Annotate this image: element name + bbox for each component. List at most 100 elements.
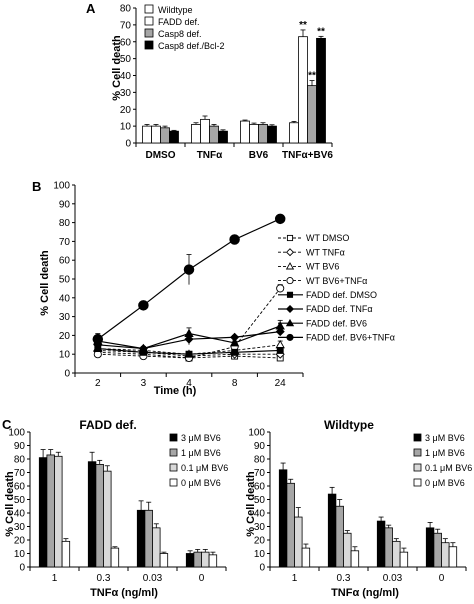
panel-c-left-y-tick-label: 20 (14, 536, 26, 547)
panel-letter-a: A (86, 1, 96, 16)
panel-a-y-tick-label: 40 (120, 71, 132, 82)
panel-c-right-y-tick-label: 0 (259, 563, 265, 574)
panel-c-left-bar (152, 527, 161, 568)
panel-b-legend-label: FADD def. BV6+TNFα (306, 333, 395, 343)
panel-c-right-y-tick-label: 90 (254, 441, 266, 452)
panel-c-left-legend-swatch (169, 463, 178, 472)
panel-c-left-y-tick-label: 80 (14, 455, 26, 466)
panel-c-left-y-tick-label: 0 (19, 563, 25, 574)
panel-a-y-tick-label: 10 (120, 122, 132, 133)
panel-b-legend-marker (286, 277, 294, 285)
panel-letter-c: C (2, 417, 12, 432)
panel-c-left-y-tick-label: 40 (14, 509, 26, 520)
panel-c-right-category-label: 1 (292, 573, 298, 584)
panel-c-left-legend-label: 0.1 μM BV6 (181, 463, 228, 473)
panel-c-right-bar (335, 505, 344, 568)
panel-b-legend-marker (286, 333, 294, 341)
panel-b-data-point (138, 343, 149, 353)
panel-c-right-bar (384, 527, 393, 568)
panel-b-data-point (231, 348, 239, 356)
panel-c-left-legend-label: 0 μM BV6 (181, 478, 221, 488)
panel-b-y-tick-label: 80 (59, 218, 71, 229)
panel-c-right-legend-label: 3 μM BV6 (425, 433, 465, 443)
panel-c-left-bar (193, 551, 202, 568)
panel-c-left-bar (87, 461, 97, 568)
panel-c-right-bar (343, 532, 352, 568)
panel-a-annotations: ** ** ** (299, 20, 325, 82)
panel-c-right-title: Wildtype (324, 418, 374, 432)
panel-a-y-tick-label: 0 (125, 139, 131, 150)
panel-c-right-legend-swatch (413, 478, 422, 487)
panel-b-y-tick-label: 100 (53, 181, 70, 192)
panel-c-right-bar (301, 547, 311, 568)
panel-a-legend-swatch (144, 40, 154, 50)
panel-b-data-point (92, 333, 104, 345)
panel-a-bar (289, 122, 299, 144)
panel-c-right-y-axis-title: % Cell death (245, 471, 257, 537)
panel-c-left-y-tick-label: 60 (14, 482, 26, 493)
panel-a-legend-label: Casp8 def./Bcl-2 (158, 41, 225, 51)
panel-b-x-tick-label: 8 (232, 378, 238, 389)
panel-c-left-bar (144, 509, 153, 568)
panel-b-x-tick-label: 3 (141, 378, 147, 389)
panel-c-left-y-tick-label: 100 (8, 428, 25, 439)
panel-b-data-point (184, 328, 194, 337)
panel-c-left-chart: 0 10 20 30 40 50 60 70 80 90 100 1 0.3 0.03 0 3 μM BV6 1… (8, 428, 228, 585)
panel-a-bar (151, 125, 161, 144)
panel-b-y-tick-label: 70 (59, 237, 71, 248)
panel-c-left-y-tick-label: 30 (14, 522, 26, 533)
panel-a-bar (169, 130, 179, 144)
panel-c-left-legend-label: 3 μM BV6 (181, 433, 221, 443)
panel-b-legend-label: FADD def. BV6 (306, 318, 367, 328)
panel-c-left-y-tick-label: 70 (14, 468, 26, 479)
panel-b-axes: 0 10 20 30 40 50 60 70 80 90 100 2 3 4 8 24 (53, 181, 304, 389)
panel-a-category-label: TNFα (197, 150, 223, 161)
panel-c-left-category-label: 1 (52, 573, 58, 584)
panel-c-right-category-label: 0.3 (337, 573, 351, 584)
panel-b-x-tick-label: 24 (275, 378, 287, 389)
panel-c-left-category-label: 0.03 (143, 573, 163, 584)
panel-b-legend-label: WT DMSO (306, 233, 349, 243)
panel-b-legend-marker (285, 262, 295, 270)
panel-b-legend-marker (285, 318, 295, 327)
panel-a-bar (316, 37, 326, 144)
panel-a-bar (240, 120, 250, 144)
panel-c-left-bar (136, 509, 146, 568)
panel-a-bar (298, 36, 308, 144)
panel-c-left-legend-label: 1 μM BV6 (181, 448, 221, 458)
panel-c: C FADD def. Wildtype % Cell death % Cell… (2, 417, 472, 599)
panel-c-left-legend-swatch (169, 433, 178, 442)
panel-b-legend-label: WT TNFα (306, 247, 345, 257)
panel-c-left-x-axis-title: TNFα (ng/ml) (90, 587, 158, 599)
panel-c-right-y-tick-label: 70 (254, 468, 266, 479)
panel-b-y-tick-label: 30 (59, 312, 71, 323)
panel-a-legend-label: FADD def. (158, 17, 200, 27)
panel-c-left-y-tick-label: 90 (14, 441, 26, 452)
panel-c-right-y-tick-label: 60 (254, 482, 266, 493)
panel-c-left-bar (95, 463, 104, 568)
panel-a-bar (267, 125, 277, 144)
panel-c-right-bar (392, 540, 401, 568)
panel-a-bar (200, 118, 210, 144)
panel-b-y-tick-label: 20 (59, 331, 71, 342)
panel-b-y-tick-label: 90 (59, 199, 71, 210)
panel-a-legend-swatch (144, 28, 154, 38)
panel-c-left-legend-swatch (169, 478, 178, 487)
panel-a-bar (249, 124, 259, 144)
panel-b-y-axis-title: % Cell death (39, 250, 51, 316)
panel-c-right-legend-swatch (413, 433, 422, 442)
panel-c-right-category-label: 0 (439, 573, 445, 584)
panel-a: A % Cell death 0 10 20 30 40 50 60 70 80 DMSO TNFα… (86, 1, 333, 161)
panel-b-legend-label: WT BV6+TNFα (306, 276, 367, 286)
panel-b-y-tick-label: 60 (59, 256, 71, 267)
panel-b-data-point (276, 346, 284, 354)
panel-c-left-legend-swatch (169, 448, 178, 457)
panel-a-y-tick-label: 20 (120, 105, 132, 116)
panel-b-data-point (229, 338, 240, 347)
panel-c-right-y-tick-label: 100 (248, 428, 265, 439)
panel-b-legend-marker (285, 248, 295, 257)
panel-c-right-y-tick-label: 50 (254, 495, 266, 506)
panel-b-x-tick-label: 4 (186, 378, 192, 389)
panel-b-data-point (229, 234, 240, 245)
